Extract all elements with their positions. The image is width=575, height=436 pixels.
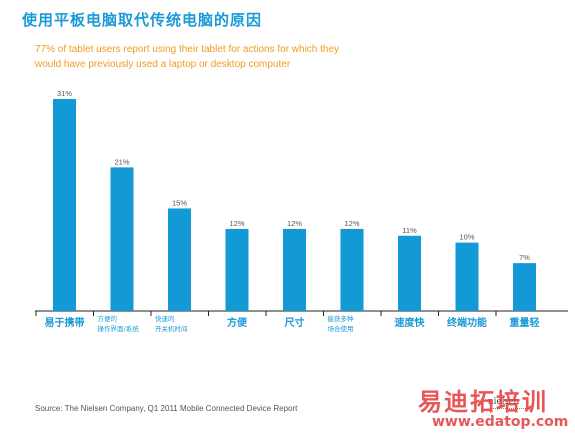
data-label: 11% [402, 226, 417, 235]
category-label: 操作界面/系统 [98, 324, 140, 333]
bar [513, 263, 536, 311]
category-label: 易于携带 [45, 316, 85, 329]
data-label: 10% [459, 233, 474, 242]
category-label: 速度快 [395, 316, 426, 329]
source-note: Source: The Nielsen Company, Q1 2011 Mob… [35, 404, 298, 413]
category-label: 终端功能 [447, 316, 487, 329]
category-label: 场合使用 [328, 324, 354, 333]
category-label: 方便 [227, 316, 248, 329]
category-label: 快速的 [155, 314, 175, 323]
logo-underline [490, 408, 530, 409]
category-label: 重量轻 [510, 316, 540, 329]
watermark-logo: 易迪拓培训 [418, 388, 548, 416]
bar [455, 242, 479, 311]
bar [283, 228, 306, 311]
data-label: 12% [287, 219, 302, 228]
bar [340, 228, 364, 311]
chart-subtitle: 77% of tablet users report using their t… [35, 44, 340, 70]
nielsen-logo: nielsen [488, 395, 520, 407]
category-label: 开关机时间 [155, 324, 188, 333]
data-label: 15% [172, 198, 187, 207]
chart-title: 使用平板电脑取代传统电脑的原因 [22, 11, 263, 29]
category-label: 方便的 [98, 314, 118, 323]
data-label: 7% [519, 253, 530, 262]
bar [168, 208, 191, 311]
watermark-url: www.edatop.com [432, 414, 569, 430]
bar [110, 167, 134, 311]
data-label: 31% [57, 89, 72, 98]
category-label: 尺寸 [285, 316, 305, 329]
data-label: 21% [114, 157, 129, 166]
bar [398, 235, 421, 311]
data-label: 12% [344, 219, 359, 228]
data-label: 12% [229, 219, 244, 228]
category-label: 能获多种 [328, 314, 355, 323]
bar [225, 228, 249, 311]
bar [53, 99, 76, 311]
